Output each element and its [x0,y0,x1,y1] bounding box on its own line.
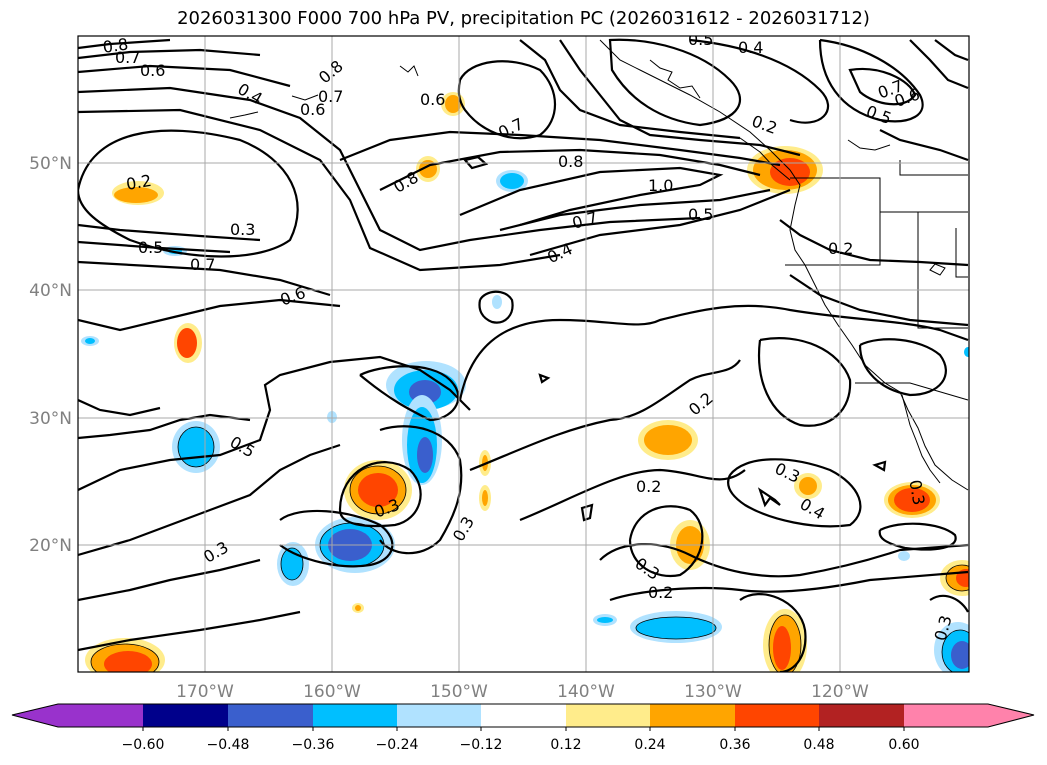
contour-label: 0.5 [688,30,713,49]
contour-label: 0.5 [138,238,163,257]
contour-label: 0.2 [648,583,673,602]
contour-label: 0.8 [558,152,583,171]
colorbar-tick: −0.12 [460,737,503,753]
lon-label-140w: 140°W [557,682,615,702]
colorbar-extend-high [988,704,1034,727]
contour-label: 0.6 [140,61,165,80]
contour-label: 0.3 [905,478,928,506]
lon-label-160w: 160°W [303,682,361,702]
lat-label-50n: 50°N [29,154,72,174]
contour-label: 0.7 [318,87,343,106]
map-panel [78,36,969,672]
colorbar-tick: −0.24 [376,737,419,753]
colorbar-segment [650,704,735,727]
colorbar-extend-low [12,704,58,727]
contour-label: 0.2 [828,239,853,258]
lon-label-130w: 130°W [684,682,742,702]
map-title: 2026031300 F000 700 hPa PV, precipitatio… [177,8,870,29]
lon-label-170w: 170°W [176,682,234,702]
colorbar-segment [481,704,566,727]
colorbar-tick: 0.24 [634,737,665,753]
lat-label-30n: 30°N [29,409,72,429]
colorbar-tick: 0.12 [550,737,581,753]
colorbar-segment [228,704,313,727]
contour-label: 0.8 [102,35,130,57]
longitude-labels: 170°W 160°W 150°W 140°W 130°W 120°W [176,682,869,702]
colorbar-tick: −0.36 [292,737,335,753]
contour-label: 0.3 [230,220,255,239]
precip-positive-fills [85,92,969,672]
contour-label: 0.6 [420,90,445,109]
contour-label: 0.2 [125,171,153,194]
contour-label: 0.7 [115,48,140,67]
pv-contours [78,38,969,672]
colorbar-segment [58,704,143,727]
contour-label: 0.2 [636,477,661,496]
latitude-labels: 50°N 40°N 30°N 20°N [29,154,72,556]
gridlines [78,36,969,672]
colorbar-segment [143,704,228,727]
colorbar-segment [904,704,988,727]
contour-label: 1.0 [648,176,673,195]
colorbar-segment [566,704,650,727]
contour-label: 0.4 [738,38,763,57]
lat-label-40n: 40°N [29,281,72,301]
colorbar-segment [735,704,819,727]
colorbar-outline [11,703,1035,728]
colorbar-segment [819,704,904,727]
contour-label: 0.5 [688,205,713,224]
colorbar-tick: 0.48 [803,737,834,753]
lon-label-120w: 120°W [811,682,869,702]
colorbar-tick: 0.36 [719,737,750,753]
colorbar-segment [397,704,481,727]
colorbar-tick: 0.60 [888,737,919,753]
map-frame [77,35,970,673]
colorbar: −0.60 −0.48 −0.36 −0.24 −0.12 0.12 0.24 … [11,703,1035,753]
colorbar-segment [313,704,397,727]
lon-label-150w: 150°W [430,682,488,702]
colorbar-tick: −0.60 [122,737,165,753]
contour-label: 0.7 [190,255,215,274]
lat-label-20n: 20°N [29,536,72,556]
colorbar-tick: −0.48 [207,737,250,753]
contour-label: 0.6 [300,100,325,119]
